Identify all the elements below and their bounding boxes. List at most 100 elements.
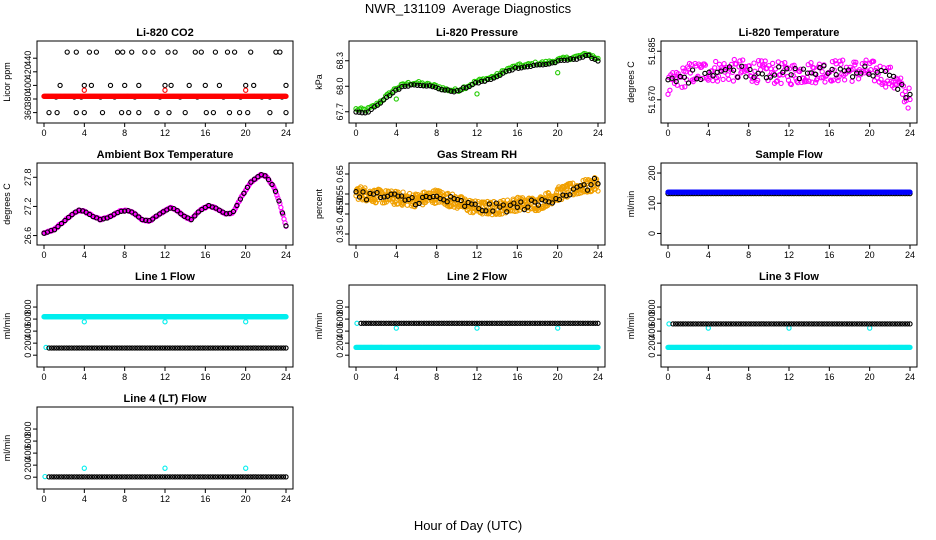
x-tick-label: 12 — [160, 494, 170, 504]
data-point — [479, 207, 485, 214]
x-axis-caption: Hour of Day (UTC) — [413, 518, 523, 533]
data-point — [195, 474, 201, 480]
data-point — [134, 345, 140, 351]
data-point — [94, 474, 100, 480]
data-point — [426, 83, 433, 89]
data-point — [417, 82, 423, 89]
data-point — [73, 109, 79, 116]
data-point — [821, 321, 827, 327]
data-point — [393, 87, 399, 93]
data-point — [237, 345, 244, 351]
data-point — [166, 109, 172, 116]
data-point — [79, 345, 85, 351]
data-point — [448, 88, 454, 94]
data-point — [791, 62, 797, 68]
data-point — [402, 83, 408, 89]
data-point — [460, 85, 466, 91]
data-point — [907, 344, 913, 351]
data-point — [164, 474, 171, 480]
data-point — [573, 191, 580, 197]
y-tick-label: 200 — [647, 166, 657, 181]
data-point — [132, 345, 138, 351]
data-point — [454, 87, 460, 94]
data-point — [723, 321, 729, 327]
data-point — [99, 109, 106, 116]
data-point — [162, 87, 168, 93]
data-point — [821, 63, 827, 69]
data-point — [363, 320, 369, 326]
panel-title: Ambient Box Temperature — [97, 149, 234, 161]
data-point — [761, 321, 767, 327]
data-point — [518, 65, 525, 71]
y-tick-label: 800 — [335, 300, 345, 315]
data-point — [899, 321, 906, 327]
data-point — [273, 345, 279, 351]
data-point — [120, 49, 126, 55]
x-tick-label: 4 — [394, 372, 399, 382]
data-point — [532, 199, 538, 205]
y-tick-label: 800 — [23, 422, 33, 437]
data-point — [167, 345, 173, 351]
data-point — [481, 320, 488, 326]
data-point — [549, 60, 555, 66]
data-point — [710, 73, 716, 79]
data-point — [273, 474, 279, 480]
data-point — [222, 345, 229, 351]
data-point — [225, 474, 231, 480]
data-point — [240, 345, 246, 351]
data-point — [771, 72, 778, 78]
data-point — [393, 320, 399, 326]
x-tick-label: 20 — [865, 250, 875, 260]
data-point — [235, 345, 241, 351]
y-tick-label: 0 — [23, 353, 33, 358]
x-tick-label: 8 — [434, 372, 439, 382]
panel-title: Line 1 Flow — [135, 271, 195, 283]
data-point — [894, 321, 901, 327]
y-axis-label: ml/min — [2, 313, 12, 340]
data-point — [776, 321, 782, 327]
data-point — [698, 76, 704, 83]
data-point — [377, 100, 384, 106]
data-point — [796, 321, 802, 327]
data-point — [217, 474, 224, 480]
data-point — [730, 67, 737, 73]
data-point — [904, 321, 911, 327]
data-point — [903, 95, 909, 101]
data-point — [210, 474, 216, 480]
x-tick-label: 0 — [41, 372, 46, 382]
data-point — [586, 52, 592, 58]
y-tick-label: 0.55 — [335, 185, 345, 203]
x-tick-label: 8 — [434, 128, 439, 138]
data-point — [436, 320, 442, 326]
data-point — [243, 465, 249, 471]
data-point — [86, 49, 93, 55]
data-point — [226, 109, 233, 116]
y-tick-label: 51.670 — [647, 86, 657, 114]
y-tick-label: 400 — [335, 324, 345, 339]
data-point — [907, 321, 913, 327]
y-tick-label: 0.35 — [335, 225, 345, 243]
data-point — [846, 321, 853, 327]
data-point — [728, 321, 734, 327]
x-tick-label: 24 — [905, 128, 915, 138]
data-point — [89, 474, 95, 480]
x-tick-label: 12 — [784, 128, 794, 138]
data-point — [358, 320, 364, 326]
data-point — [463, 85, 469, 91]
data-point — [751, 74, 757, 80]
data-point — [849, 74, 856, 80]
data-point — [887, 64, 894, 70]
x-tick-label: 24 — [281, 372, 291, 382]
data-point — [202, 82, 208, 89]
x-tick-label: 4 — [82, 250, 87, 260]
data-point — [539, 320, 546, 326]
data-point — [829, 321, 835, 327]
data-point — [43, 344, 49, 351]
data-point — [223, 211, 230, 217]
data-point — [408, 320, 415, 326]
data-point — [576, 55, 583, 61]
data-point — [489, 320, 495, 326]
data-point — [907, 189, 913, 195]
